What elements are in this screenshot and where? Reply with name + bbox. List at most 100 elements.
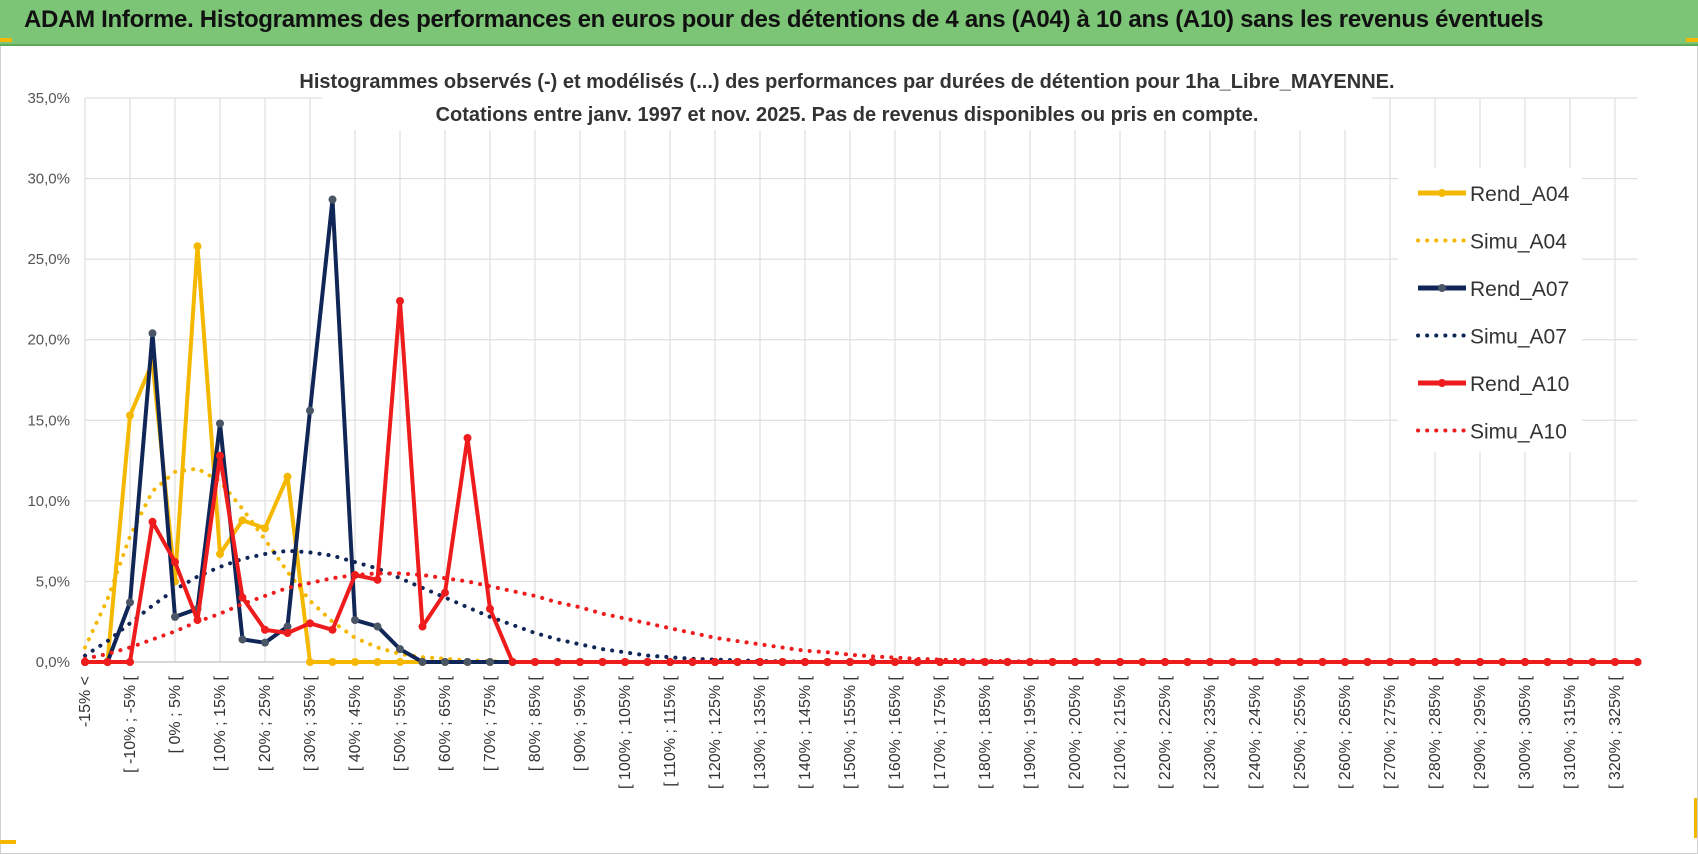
y-tick-label: 10,0% (27, 493, 70, 510)
point-Rend_A10 (553, 658, 562, 666)
x-tick-label: [ 270% ; 275% [ (1382, 675, 1399, 789)
point-Rend_A10 (711, 658, 719, 666)
x-tick-label: [ 130% ; 135% [ (752, 675, 769, 789)
corner-mark-bottom-left (0, 840, 16, 844)
point-Rend_A10 (1183, 658, 1192, 666)
x-tick-label: [ 40% ; 45% [ (347, 675, 364, 771)
point-Rend_A04 (216, 550, 224, 559)
y-axis: 0,0% 5,0% 10,0% 15,0% 20,0% 25,0% 30,0% 35,0% (27, 90, 70, 671)
point-Rend_A07 (126, 598, 134, 607)
point-Rend_A10 (486, 604, 494, 613)
point-Rend_A10 (801, 658, 809, 666)
x-tick-label: [ 240% ; 245% [ (1247, 675, 1264, 789)
point-Rend_A04 (261, 524, 269, 533)
x-tick-label: [ 290% ; 295% [ (1472, 675, 1489, 789)
point-Rend_A10 (733, 658, 742, 666)
point-Rend_A04 (238, 516, 247, 525)
x-tick-label: [ 10% ; 15% [ (212, 675, 229, 771)
x-tick-label: [ 280% ; 285% [ (1427, 675, 1444, 789)
x-tick-label: [ 110% ; 115% [ (662, 675, 679, 786)
chart-title-background (322, 66, 1372, 130)
point-Rend_A04 (306, 658, 314, 666)
x-tick-label: [ 170% ; 175% [ (932, 675, 949, 789)
point-Rend_A07 (418, 658, 427, 666)
point-Rend_A10 (531, 658, 539, 666)
y-tick-label: 35,0% (27, 90, 70, 107)
point-Rend_A10 (778, 658, 787, 666)
x-tick-label: [ 160% ; 165% [ (887, 675, 904, 789)
point-Rend_A10 (328, 625, 337, 634)
chart-title-line2: Cotations entre janv. 1997 et nov. 2025.… (436, 104, 1259, 126)
line-Rend_A10 (85, 299, 1638, 664)
point-Rend_A10 (666, 658, 674, 666)
point-Rend_A10 (81, 658, 89, 666)
point-Rend_A07 (238, 635, 247, 644)
x-tick-label: [ 150% ; 155% [ (842, 675, 859, 789)
y-tick-label: 30,0% (27, 171, 70, 188)
x-tick-label: [ 70% ; 75% [ (482, 675, 499, 771)
point-Rend_A07 (486, 658, 494, 666)
point-Rend_A10 (1431, 658, 1439, 666)
legend-background (1398, 168, 1582, 452)
x-tick-label: -15% < (77, 676, 94, 727)
title-banner: ADAM Informe. Histogrammes des performan… (0, 0, 1698, 46)
point-Rend_A10 (688, 658, 697, 666)
x-tick-label: [ 230% ; 235% [ (1202, 675, 1219, 789)
point-Rend_A10 (283, 628, 292, 637)
point-Rend_A10 (576, 658, 584, 666)
series-Simu_A10 (83, 571, 1640, 664)
legend-marker-Rend_A04 (1438, 189, 1446, 197)
legend-label-Rend_A04: Rend_A04 (1470, 183, 1570, 206)
point-Rend_A07 (171, 612, 179, 621)
point-Rend_A10 (1521, 658, 1529, 666)
x-tick-label: [ 140% ; 145% [ (797, 675, 814, 789)
point-Rend_A10 (441, 588, 449, 597)
point-Rend_A04 (126, 411, 134, 420)
y-tick-label: 20,0% (27, 332, 70, 349)
point-Rend_A10 (216, 451, 224, 460)
point-Rend_A04 (328, 658, 337, 666)
point-Rend_A10 (1566, 658, 1574, 666)
corner-mark-bottom-right (1694, 798, 1697, 838)
point-Rend_A10 (1273, 658, 1282, 666)
point-Rend_A10 (1138, 658, 1147, 666)
x-tick-label: [ 30% ; 35% [ (302, 675, 319, 771)
point-Rend_A10 (508, 658, 517, 666)
line-Simu_A10 (83, 571, 1640, 664)
corner-mark-left (0, 38, 12, 42)
point-Rend_A10 (643, 658, 652, 666)
series-layer (81, 195, 1642, 666)
point-Rend_A07 (148, 329, 157, 338)
x-axis: -15% < [ -10% ; -5% [[ 0% ; 5% [[ 10% ; 1… (77, 661, 1638, 789)
x-tick-label: [ 320% ; 325% [ (1607, 675, 1624, 789)
x-tick-label: [ 220% ; 225% [ (1157, 675, 1174, 789)
x-tick-label: [ 210% ; 215% [ (1112, 675, 1129, 789)
point-Rend_A10 (1093, 658, 1102, 666)
x-tick-label: [ 190% ; 195% [ (1022, 675, 1039, 789)
point-Rend_A10 (306, 619, 314, 628)
point-Rend_A07 (351, 616, 359, 625)
x-tick-label: [ 250% ; 255% [ (1292, 675, 1309, 789)
chart-title-line1: Histogrammes observés (-) et modélisés (… (299, 71, 1394, 93)
point-Rend_A07 (216, 419, 224, 428)
point-Rend_A07 (261, 638, 269, 647)
point-Rend_A07 (396, 645, 404, 654)
series-Simu_A07 (83, 548, 1640, 664)
x-tick-label: [ 90% ; 95% [ (572, 675, 589, 771)
point-Rend_A10 (463, 434, 472, 443)
series-Simu_A04 (83, 466, 1640, 664)
point-Rend_A07 (306, 406, 314, 415)
x-tick-label: [ 20% ; 25% [ (257, 675, 274, 771)
legend-marker-Rend_A07 (1438, 284, 1446, 292)
point-Rend_A07 (283, 622, 292, 631)
x-tick-label: [ 180% ; 185% [ (977, 675, 994, 789)
corner-mark-right (1686, 38, 1698, 42)
x-tick-label: [ 260% ; 265% [ (1337, 675, 1354, 789)
y-tick-label: 0,0% (36, 654, 70, 671)
legend-label-Simu_A04: Simu_A04 (1470, 231, 1567, 254)
point-Rend_A10 (1476, 658, 1484, 666)
legend: Rend_A04 Simu_A04 Rend_A07 Simu_A07 Rend_A10… (1398, 168, 1582, 452)
legend-label-Rend_A10: Rend_A10 (1470, 373, 1569, 396)
point-Rend_A04 (396, 658, 404, 666)
x-tick-label: [ 60% ; 65% [ (437, 675, 454, 771)
